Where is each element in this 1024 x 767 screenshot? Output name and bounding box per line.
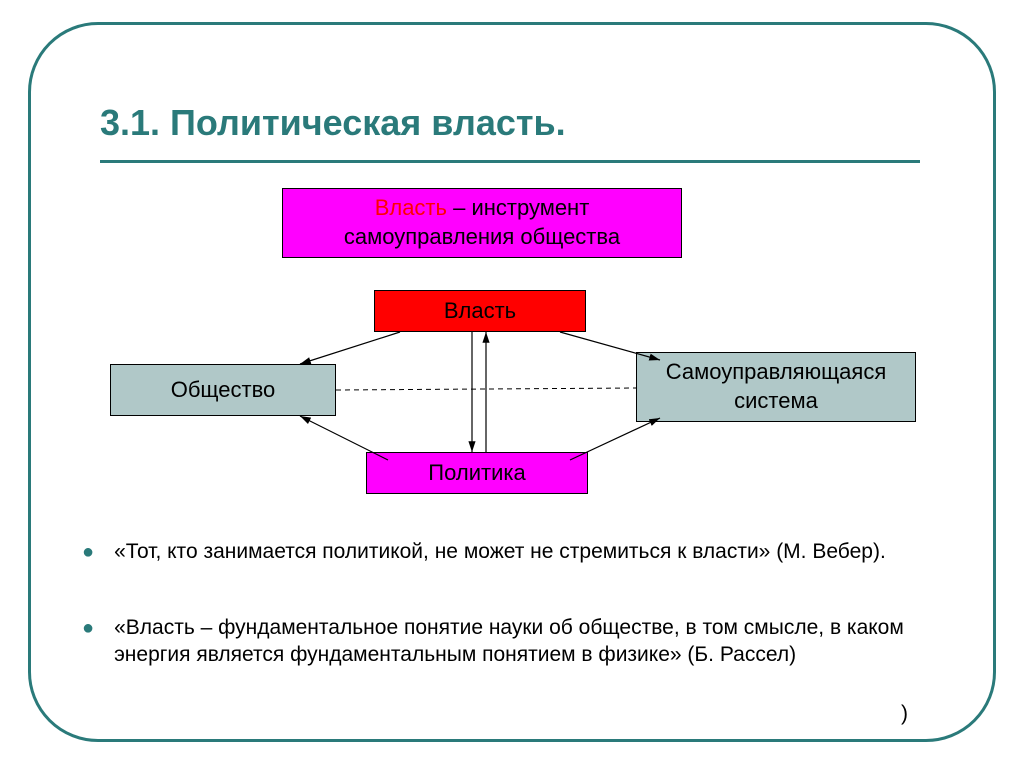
bullet-dot-icon: ● [82, 614, 94, 669]
title-underline [100, 160, 920, 163]
node-politics: Политика [366, 452, 588, 494]
bullet-1-text: «Тот, кто занимается политикой, не может… [114, 538, 886, 566]
bullet-2: ● «Власть – фундаментальное понятие наук… [82, 614, 922, 669]
bullet-1: ● «Тот, кто занимается политикой, не мож… [82, 538, 922, 566]
node-system: Самоуправляющаяся система [636, 352, 916, 422]
trailing-paren: ) [901, 702, 908, 726]
definition-box: Власть – инструмент самоуправления общес… [282, 188, 682, 258]
node-society: Общество [110, 364, 336, 416]
bullet-2-text: «Власть – фундаментальное понятие науки … [114, 614, 922, 669]
bullet-dot-icon: ● [82, 538, 94, 566]
node-power: Власть [374, 290, 586, 332]
definition-highlight: Власть [375, 195, 447, 220]
slide-title: 3.1. Политическая власть. [100, 102, 566, 144]
